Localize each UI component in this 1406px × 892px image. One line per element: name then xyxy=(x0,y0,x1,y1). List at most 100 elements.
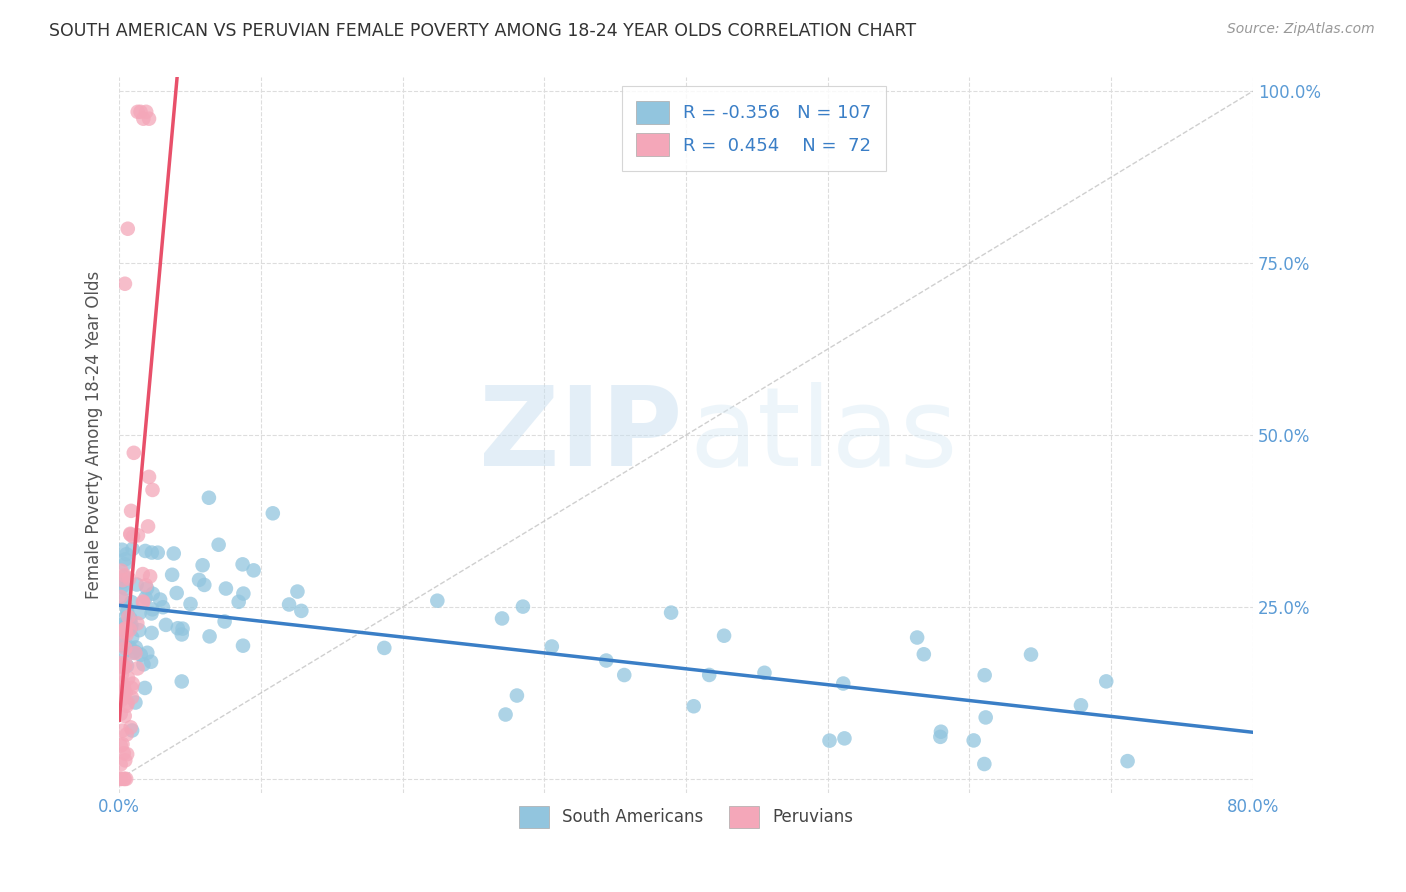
Point xyxy=(121,690,143,705)
Point xyxy=(141,545,163,559)
Point xyxy=(215,582,238,596)
Point xyxy=(114,772,136,786)
Point xyxy=(262,506,284,520)
Point xyxy=(114,709,136,723)
Point xyxy=(110,658,132,673)
Point xyxy=(121,723,143,738)
Point xyxy=(110,564,132,578)
Point xyxy=(141,626,163,640)
Point xyxy=(117,221,139,235)
Point xyxy=(114,625,136,640)
Point xyxy=(697,668,720,682)
Point xyxy=(122,446,145,460)
Point xyxy=(491,611,513,625)
Point xyxy=(1019,648,1042,662)
Text: ZIP: ZIP xyxy=(479,382,683,489)
Point xyxy=(134,681,156,695)
Point xyxy=(118,640,141,655)
Point xyxy=(111,580,134,594)
Point xyxy=(128,624,150,638)
Point xyxy=(132,567,155,582)
Point xyxy=(905,631,928,645)
Point xyxy=(112,569,135,583)
Point xyxy=(115,600,138,615)
Point xyxy=(114,568,136,582)
Point xyxy=(138,470,160,484)
Point xyxy=(120,504,142,518)
Point xyxy=(111,573,134,587)
Point xyxy=(114,686,136,700)
Point xyxy=(138,112,160,126)
Point xyxy=(834,731,856,746)
Point xyxy=(142,587,165,601)
Point xyxy=(232,558,254,572)
Point xyxy=(135,591,157,605)
Point xyxy=(127,616,149,631)
Point xyxy=(114,277,136,291)
Point xyxy=(115,747,138,761)
Point xyxy=(163,546,186,560)
Point xyxy=(112,661,135,675)
Point xyxy=(111,637,134,651)
Text: atlas: atlas xyxy=(689,382,957,489)
Point xyxy=(111,648,134,662)
Point xyxy=(136,582,159,596)
Point xyxy=(115,727,138,741)
Point xyxy=(115,659,138,673)
Point xyxy=(141,607,163,621)
Point xyxy=(120,720,142,734)
Point xyxy=(188,573,211,587)
Point xyxy=(754,665,776,680)
Point xyxy=(818,733,841,747)
Point xyxy=(121,617,143,632)
Point xyxy=(114,753,136,767)
Point xyxy=(127,104,149,119)
Point xyxy=(139,569,162,583)
Point xyxy=(193,578,215,592)
Point xyxy=(111,574,134,589)
Point xyxy=(117,671,139,685)
Point xyxy=(973,668,995,682)
Point xyxy=(110,772,132,786)
Point xyxy=(132,594,155,608)
Point xyxy=(172,622,194,636)
Point xyxy=(124,646,146,660)
Point xyxy=(115,617,138,632)
Point xyxy=(129,104,152,119)
Point xyxy=(111,667,134,681)
Point xyxy=(120,612,142,626)
Point xyxy=(426,593,449,607)
Point xyxy=(1095,674,1118,689)
Point xyxy=(110,706,132,721)
Point xyxy=(198,629,221,643)
Point xyxy=(180,597,202,611)
Point xyxy=(110,739,132,753)
Point xyxy=(287,584,309,599)
Point xyxy=(117,621,139,635)
Point xyxy=(232,639,254,653)
Point xyxy=(149,592,172,607)
Point xyxy=(132,657,155,672)
Point xyxy=(112,680,135,694)
Point xyxy=(110,772,132,786)
Point xyxy=(117,610,139,624)
Point xyxy=(127,661,149,675)
Point xyxy=(115,772,138,786)
Point xyxy=(191,558,214,573)
Point xyxy=(114,660,136,674)
Point xyxy=(146,546,169,560)
Point xyxy=(832,676,855,690)
Point xyxy=(232,586,254,600)
Text: Source: ZipAtlas.com: Source: ZipAtlas.com xyxy=(1227,22,1375,37)
Point xyxy=(135,578,157,592)
Point xyxy=(112,746,135,760)
Point xyxy=(115,627,138,641)
Point xyxy=(152,600,174,615)
Point xyxy=(114,552,136,566)
Point xyxy=(110,693,132,707)
Point xyxy=(121,541,143,556)
Point xyxy=(111,542,134,557)
Point xyxy=(114,641,136,656)
Point xyxy=(114,582,136,596)
Point xyxy=(139,655,162,669)
